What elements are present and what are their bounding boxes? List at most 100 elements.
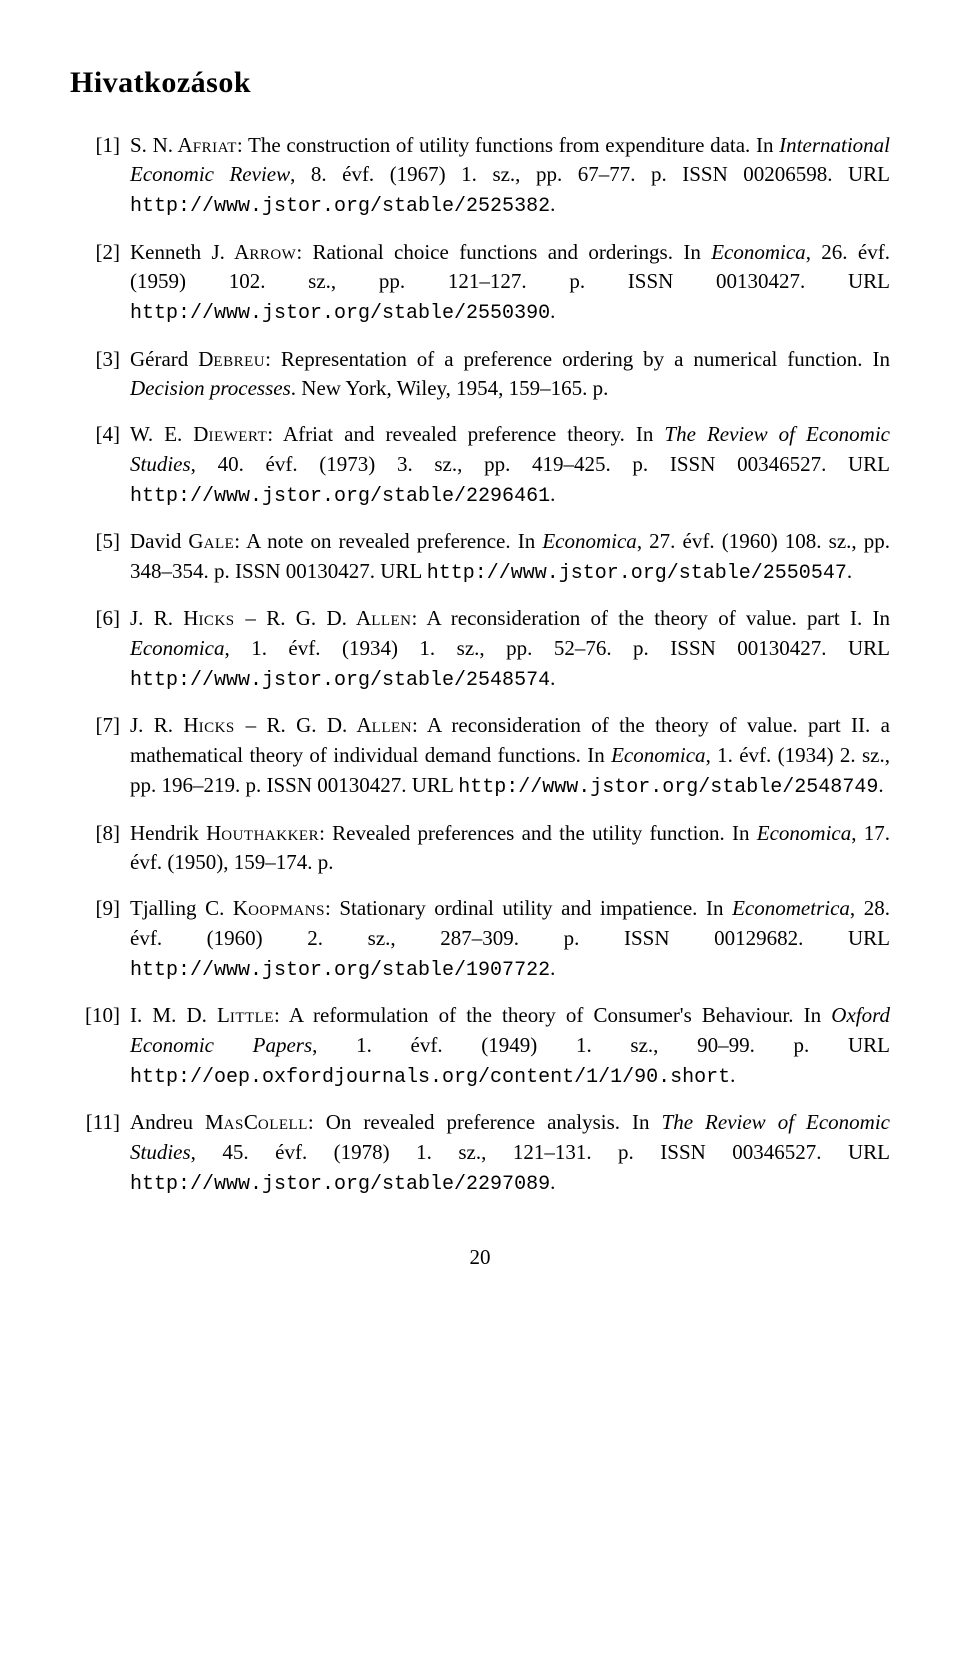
reference-item: [8]Hendrik Houthakker: Revealed preferen… bbox=[70, 819, 890, 879]
reference-number: [2] bbox=[70, 238, 130, 329]
reference-number: [10] bbox=[70, 1001, 130, 1092]
reference-text: . New York, Wiley, 1954, 159–165. p. bbox=[291, 376, 609, 400]
page-title: Hivatkozások bbox=[70, 62, 890, 105]
reference-text: , 45. évf. (1978) 1. sz., 121–131. p. IS… bbox=[191, 1140, 890, 1164]
reference-text: : A note on revealed preference. In bbox=[234, 529, 542, 553]
reference-text: Tjalling C. K bbox=[130, 896, 248, 920]
reference-number: [8] bbox=[70, 819, 130, 879]
reference-text: : Rational choice functions and ordering… bbox=[296, 240, 711, 264]
reference-text: Hendrik H bbox=[130, 821, 221, 845]
reference-text: ittle bbox=[230, 1003, 274, 1027]
reference-url: http://www.jstor.org/stable/2525382 bbox=[130, 195, 550, 218]
reference-text: : Representation of a preference orderin… bbox=[265, 347, 890, 371]
reference-url: http://www.jstor.org/stable/2297089 bbox=[130, 1173, 550, 1196]
reference-number: [7] bbox=[70, 711, 130, 802]
reference-item: [7]J. R. Hicks – R. G. D. Allen: A recon… bbox=[70, 711, 890, 802]
reference-body: David Gale: A note on revealed preferenc… bbox=[130, 527, 890, 588]
reference-url: http://www.jstor.org/stable/2548574 bbox=[130, 669, 550, 692]
reference-journal: Economica bbox=[542, 529, 636, 553]
reference-text: oopmans bbox=[248, 896, 325, 920]
reference-url: http://www.jstor.org/stable/2550547 bbox=[427, 562, 847, 585]
page-number: 20 bbox=[70, 1243, 890, 1273]
reference-text: . bbox=[550, 299, 555, 323]
reference-journal: Economica bbox=[757, 821, 851, 845]
reference-text: icks bbox=[198, 606, 245, 630]
reference-journal: Economica bbox=[611, 743, 705, 767]
reference-text: . bbox=[550, 192, 555, 216]
reference-text: C bbox=[244, 1110, 258, 1134]
reference-text: . bbox=[550, 482, 555, 506]
reference-url: http://www.jstor.org/stable/2550390 bbox=[130, 302, 550, 325]
reference-number: [9] bbox=[70, 894, 130, 985]
reference-text: David G bbox=[130, 529, 204, 553]
reference-body: J. R. Hicks – R. G. D. Allen: A reconsid… bbox=[130, 604, 890, 695]
reference-text: ebreu bbox=[213, 347, 265, 371]
reference-number: [6] bbox=[70, 604, 130, 695]
reference-text: , 1. évf. (1934) 1. sz., pp. 52–76. p. I… bbox=[224, 636, 890, 660]
reference-text: . bbox=[550, 1170, 555, 1194]
reference-text: Andreu M bbox=[130, 1110, 224, 1134]
reference-text: : On revealed preference analysis. In bbox=[308, 1110, 662, 1134]
reference-item: [1]S. N. Afriat: The construction of uti… bbox=[70, 131, 890, 222]
reference-text: icks bbox=[199, 713, 246, 737]
reference-text: W. E. D bbox=[130, 422, 208, 446]
reference-text: J. R. H bbox=[130, 606, 198, 630]
reference-text: llen bbox=[371, 606, 411, 630]
reference-text: friat bbox=[193, 133, 237, 157]
reference-url: http://www.jstor.org/stable/2548749 bbox=[458, 776, 878, 799]
reference-text: rrow bbox=[249, 240, 296, 264]
reference-text: llen bbox=[372, 713, 412, 737]
reference-text: Kenneth J. A bbox=[130, 240, 249, 264]
reference-text: olell bbox=[258, 1110, 308, 1134]
reference-number: [1] bbox=[70, 131, 130, 222]
reference-body: W. E. Diewert: Afriat and revealed prefe… bbox=[130, 420, 890, 511]
reference-number: [11] bbox=[70, 1108, 130, 1199]
reference-text: : Stationary ordinal utility and impatie… bbox=[325, 896, 732, 920]
reference-item: [4]W. E. Diewert: Afriat and revealed pr… bbox=[70, 420, 890, 511]
reference-number: [3] bbox=[70, 345, 130, 405]
reference-body: Tjalling C. Koopmans: Stationary ordinal… bbox=[130, 894, 890, 985]
reference-text: as bbox=[224, 1110, 244, 1134]
reference-item: [2]Kenneth J. Arrow: Rational choice fun… bbox=[70, 238, 890, 329]
reference-item: [11]Andreu MasColell: On revealed prefer… bbox=[70, 1108, 890, 1199]
reference-text: , 40. évf. (1973) 3. sz., pp. 419–425. p… bbox=[191, 452, 890, 476]
reference-text: iewert bbox=[208, 422, 267, 446]
reference-text: , 1. évf. (1949) 1. sz., 90–99. p. URL bbox=[312, 1033, 890, 1057]
reference-text: : A reformulation of the theory of Consu… bbox=[274, 1003, 831, 1027]
reference-text: – R. G. D. A bbox=[246, 713, 372, 737]
reference-item: [9]Tjalling C. Koopmans: Stationary ordi… bbox=[70, 894, 890, 985]
reference-text: . bbox=[550, 666, 555, 690]
reference-text: outhakker bbox=[221, 821, 319, 845]
reference-body: I. M. D. Little: A reformulation of the … bbox=[130, 1001, 890, 1092]
reference-journal: Economica bbox=[130, 636, 224, 660]
reference-url: http://oep.oxfordjournals.org/content/1/… bbox=[130, 1066, 730, 1089]
reference-text: : Revealed preferences and the utility f… bbox=[319, 821, 757, 845]
reference-text: ale bbox=[204, 529, 235, 553]
reference-text: J. R. H bbox=[130, 713, 199, 737]
reference-journal: Economica bbox=[711, 240, 805, 264]
reference-text: : Afriat and revealed preference theory.… bbox=[267, 422, 664, 446]
reference-number: [5] bbox=[70, 527, 130, 588]
reference-list: [1]S. N. Afriat: The construction of uti… bbox=[70, 131, 890, 1200]
reference-journal: Econometrica bbox=[732, 896, 850, 920]
reference-url: http://www.jstor.org/stable/1907722 bbox=[130, 959, 550, 982]
reference-body: Andreu MasColell: On revealed preference… bbox=[130, 1108, 890, 1199]
reference-text: : The construction of utility functions … bbox=[237, 133, 779, 157]
reference-item: [5]David Gale: A note on revealed prefer… bbox=[70, 527, 890, 588]
reference-text: . bbox=[550, 956, 555, 980]
reference-text: S. N. A bbox=[130, 133, 193, 157]
reference-item: [6]J. R. Hicks – R. G. D. Allen: A recon… bbox=[70, 604, 890, 695]
reference-text: : A reconsideration of the theory of val… bbox=[412, 606, 890, 630]
reference-item: [3]Gérard Debreu: Representation of a pr… bbox=[70, 345, 890, 405]
reference-body: Kenneth J. Arrow: Rational choice functi… bbox=[130, 238, 890, 329]
reference-text: , 8. évf. (1967) 1. sz., pp. 67–77. p. I… bbox=[290, 162, 890, 186]
reference-journal: Decision processes bbox=[130, 376, 291, 400]
reference-body: S. N. Afriat: The construction of utilit… bbox=[130, 131, 890, 222]
reference-text: . bbox=[878, 773, 883, 797]
reference-number: [4] bbox=[70, 420, 130, 511]
reference-text: – R. G. D. A bbox=[245, 606, 371, 630]
reference-text: Gérard D bbox=[130, 347, 213, 371]
reference-url: http://www.jstor.org/stable/2296461 bbox=[130, 485, 550, 508]
reference-item: [10]I. M. D. Little: A reformulation of … bbox=[70, 1001, 890, 1092]
reference-body: J. R. Hicks – R. G. D. Allen: A reconsid… bbox=[130, 711, 890, 802]
